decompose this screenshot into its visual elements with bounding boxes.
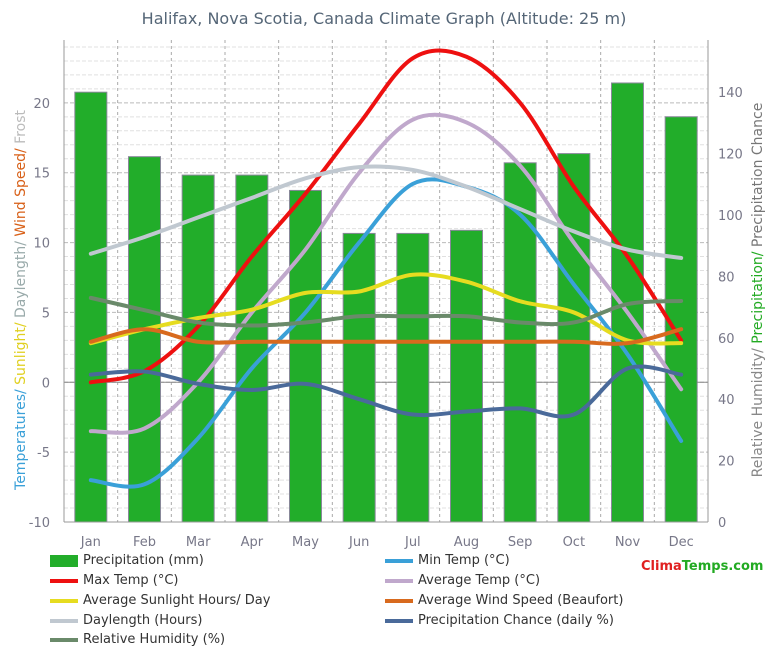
- legend-item: Precipitation Chance (daily %): [385, 613, 614, 628]
- min-temp-c-line: [88, 177, 684, 489]
- y-left-tick-label: 0: [42, 376, 50, 391]
- climatemps-logo[interactable]: ClimaTemps.com: [641, 559, 763, 574]
- legend-item: Average Sunlight Hours/ Day: [50, 593, 270, 608]
- precipitation-bar: [181, 174, 215, 523]
- x-tick-label: Apr: [241, 535, 264, 550]
- legend-label: Average Temp (°C): [418, 573, 541, 588]
- y-left-title-part: Daylength/: [13, 237, 29, 318]
- y-right-tick-label: 140: [718, 86, 743, 101]
- legend-label: Daylength (Hours): [83, 613, 203, 628]
- daylength-hours-line: [88, 164, 684, 260]
- y-right-tick-label: 100: [718, 209, 743, 224]
- legend-swatch: [50, 618, 78, 623]
- precipitation-bar: [450, 229, 483, 523]
- y-left-title-part: Sunlight/: [13, 318, 29, 385]
- precipitation-bar: [664, 116, 698, 523]
- legend-item: Precipitation (mm): [50, 553, 204, 568]
- legend-swatch: [50, 578, 78, 583]
- y-left-title-part: Temperatures/: [13, 385, 29, 491]
- precipitation-bar: [235, 174, 269, 523]
- legend-swatch: [385, 598, 413, 603]
- y-right-tick-label: 0: [718, 516, 726, 531]
- legend-label: Relative Humidity (%): [83, 632, 226, 647]
- chart-title: Halifax, Nova Scotia, Canada Climate Gra…: [142, 9, 627, 28]
- y-right-title-part: Precipitation/: [750, 247, 766, 344]
- precipitation-chance-daily-line: [88, 364, 684, 419]
- y-right-tick-label: 20: [718, 455, 735, 470]
- y-left-tick-label: -10: [29, 516, 50, 531]
- legend-label: Average Sunlight Hours/ Day: [83, 593, 271, 608]
- logo-part1: Clima: [641, 559, 682, 574]
- legend-label: Average Wind Speed (Beaufort): [418, 593, 624, 608]
- x-tick-label: Jun: [348, 535, 369, 550]
- y-right-title: Relative Humidity/ Precipitation/ Precip…: [750, 103, 766, 478]
- legend-swatch: [50, 554, 78, 567]
- legend-item: Average Wind Speed (Beaufort): [385, 593, 623, 608]
- legend-item: Daylength (Hours): [50, 613, 202, 628]
- x-tick-label: Aug: [454, 535, 479, 550]
- x-tick-label: Mar: [186, 535, 211, 550]
- y-left-tick-label: 5: [42, 306, 50, 321]
- legend-label: Max Temp (°C): [83, 573, 179, 588]
- y-right-title-part: Relative Humidity/: [750, 344, 766, 478]
- average-sunlight-hours-day-line: [88, 272, 684, 346]
- y-right-tick-label: 40: [718, 393, 735, 408]
- y-right-tick-label: 60: [718, 332, 735, 347]
- y-left-tick-label: 10: [33, 237, 50, 252]
- legend-swatch: [50, 598, 78, 603]
- average-wind-speed-beaufort-line: [88, 327, 684, 346]
- legend-swatch: [385, 618, 413, 623]
- precipitation-bar: [342, 232, 376, 523]
- y-left-tick-label: 20: [33, 97, 50, 112]
- legend-label: Precipitation (mm): [83, 553, 204, 568]
- legend-item: Relative Humidity (%): [50, 632, 225, 647]
- x-tick-label: Nov: [615, 535, 641, 550]
- y-left-title: Temperatures/ Sunlight/ Daylength/ Wind …: [13, 110, 29, 491]
- y-right-title-part: Precipitation Chance: [750, 103, 766, 247]
- precipitation-bar: [396, 232, 430, 523]
- legend-item: Min Temp (°C): [385, 553, 510, 568]
- precipitation-bar: [289, 189, 322, 523]
- precipitation-bar: [74, 91, 108, 523]
- x-tick-label: Oct: [563, 535, 585, 550]
- legend-label: Precipitation Chance (daily %): [418, 613, 614, 628]
- legend-swatch: [50, 637, 78, 642]
- legend-label: Min Temp (°C): [418, 553, 510, 568]
- legend-swatch: [385, 558, 413, 563]
- y-left-title-part: Wind Speed/: [13, 144, 29, 237]
- y-left-tick-label: 15: [33, 167, 50, 182]
- legend-item: Max Temp (°C): [50, 573, 179, 588]
- x-tick-label: May: [292, 535, 319, 550]
- x-tick-label: Dec: [669, 535, 694, 550]
- y-right-tick-label: 80: [718, 270, 735, 285]
- x-tick-label: Jul: [404, 535, 421, 550]
- x-tick-label: Feb: [133, 535, 156, 550]
- x-tick-label: Jan: [80, 535, 101, 550]
- legend-swatch: [385, 578, 413, 583]
- x-tick-label: Sep: [508, 535, 533, 550]
- logo-part2: Temps.com: [681, 559, 764, 574]
- precipitation-bar: [557, 153, 591, 523]
- legend-item: Average Temp (°C): [385, 573, 540, 588]
- y-left-tick-label: -5: [37, 446, 50, 461]
- y-left-title-part: Frost: [13, 110, 29, 144]
- y-right-tick-label: 120: [718, 148, 743, 163]
- precipitation-bar: [128, 156, 161, 523]
- max-temp-c-line: [88, 48, 684, 385]
- relative-humidity-line: [88, 295, 684, 328]
